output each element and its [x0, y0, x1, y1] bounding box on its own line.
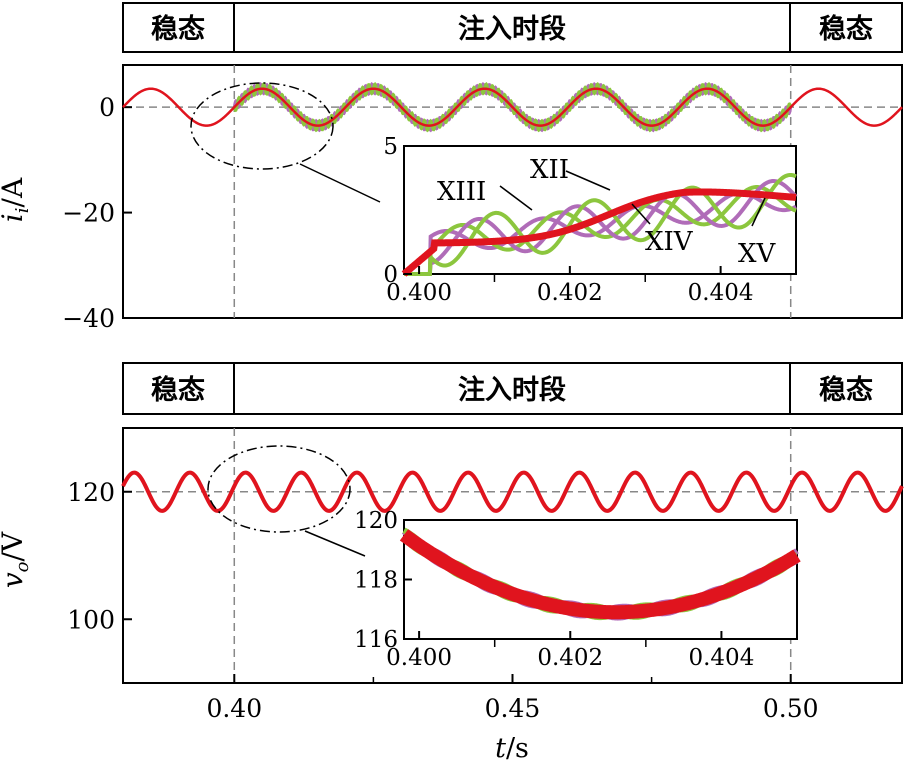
annotation-pointer: [565, 170, 611, 191]
zoom-ellipse: [207, 445, 351, 533]
inset-y-tick-label: 118: [354, 568, 398, 594]
x-tick-label: 0.45: [485, 694, 541, 723]
phase-label-steady: 稳态: [819, 13, 873, 45]
voltage-waveform: [121, 470, 904, 513]
phase-bar-bottom-frame: [122, 362, 903, 415]
voltage-panel: 120 100 vo/V 0.400 0.402 0.404 120 118 116: [0, 427, 904, 684]
phase-bar-top-frame: [122, 2, 903, 53]
voltage-y-ticks: 120 100: [67, 478, 132, 634]
inset-y-tick-label: 5: [383, 134, 398, 160]
inset-x-tick-label: 0.404: [688, 280, 754, 306]
current-waveform: [122, 82, 903, 133]
y-tick-label: −20: [62, 199, 115, 228]
y-tick-label: 100: [67, 605, 115, 634]
inset-y-tick-label: 116: [354, 627, 398, 653]
x-tick-label: 0.40: [206, 694, 262, 723]
voltage-y-label: vo/V: [0, 531, 33, 588]
phase-bar-top: 稳态 注入时段 稳态: [122, 2, 903, 53]
reference-series-line: [399, 529, 801, 620]
phase-label-injection: 注入时段: [458, 374, 566, 406]
voltage-inset-waveforms: [399, 527, 801, 621]
annotation-label-xiii: XIII: [437, 177, 486, 207]
zoom-leader-line: [304, 530, 366, 557]
current-inset-ticks: 0.400 0.402 0.404 0 5: [383, 134, 753, 306]
annotation-pointer: [499, 185, 533, 211]
current-panel: 0 −20 −40 ii/A 0.400 0.402 0.404 0 5 XIII XII …: [0, 64, 903, 333]
y-tick-label: 120: [67, 478, 115, 507]
current-inset: 0.400 0.402 0.404 0 5 XIII XII XIV XV: [383, 134, 798, 306]
voltage-inset-ticks: 0.400 0.402 0.404 120 118 116: [354, 508, 754, 671]
annotation-label-xv: XV: [738, 239, 777, 269]
phase-bar-bottom: 稳态 注入时段 稳态: [122, 362, 903, 415]
x-axis: 0.40 0.45 0.50: [206, 674, 819, 723]
inset-x-tick-label: 0.400: [386, 280, 452, 306]
zoom-ellipse: [190, 82, 334, 170]
inset-y-tick-label: 120: [354, 508, 398, 534]
phase-label-steady: 稳态: [151, 13, 205, 45]
inset-x-tick-label: 0.402: [537, 645, 603, 671]
series-xiii-line: [404, 185, 797, 276]
voltage-main-line: [121, 470, 904, 513]
zoom-leader-line: [299, 163, 381, 203]
current-y-label: ii/A: [0, 177, 33, 222]
annotation-pointer: [631, 203, 651, 225]
phase-label-injection: 注入时段: [458, 13, 566, 45]
x-axis-label: t/s: [495, 733, 529, 763]
inset-x-tick-label: 0.404: [688, 645, 754, 671]
inset-x-tick-label: 0.402: [537, 280, 603, 306]
annotation-pointer: [751, 197, 766, 227]
current-inset-frame: [403, 145, 797, 275]
voltage-reference-lines: [123, 428, 902, 683]
x-tick-label: 0.50: [763, 694, 819, 723]
inset-x-tick-label: 0.400: [386, 645, 452, 671]
annotation-label-xii: XII: [530, 155, 569, 185]
current-plot-frame: [122, 64, 903, 319]
reference-series-line: [401, 188, 797, 277]
voltage-inset: 0.400 0.402 0.404 120 118 116: [354, 508, 801, 671]
phase-label-steady: 稳态: [151, 374, 205, 406]
current-inset-waveforms: [401, 172, 798, 277]
y-tick-label: −40: [62, 304, 115, 333]
phase-label-steady: 稳态: [819, 374, 873, 406]
annotation-label-xiv: XIV: [645, 227, 694, 257]
current-main-line: [122, 87, 903, 127]
y-tick-label: 0: [99, 93, 115, 122]
current-y-ticks: 0 −20 −40: [62, 93, 132, 333]
inset-y-tick-label: 0: [383, 262, 398, 288]
